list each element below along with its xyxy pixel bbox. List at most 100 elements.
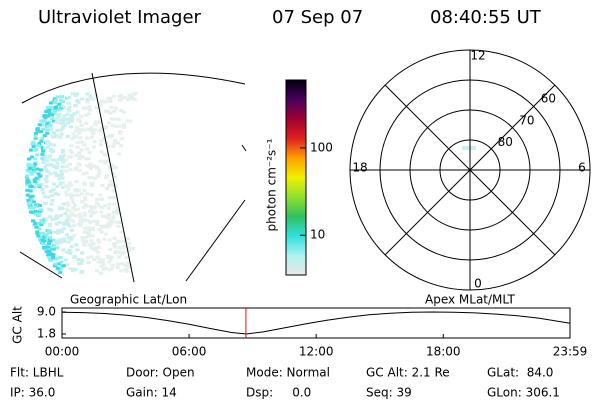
image-pixel: [110, 167, 115, 171]
image-pixel: [88, 162, 93, 166]
image-pixel: [50, 150, 55, 154]
image-pixel: [75, 145, 80, 149]
image-pixel: [84, 164, 89, 168]
image-pixel: [49, 194, 54, 198]
image-pixel: [73, 208, 78, 212]
image-pixel: [93, 123, 98, 127]
image-pixel: [36, 221, 41, 225]
image-pixel: [113, 139, 118, 143]
image-pixel: [58, 155, 63, 159]
image-pixel: [113, 250, 118, 254]
altitude-line: [61, 311, 571, 335]
image-pixel: [42, 119, 47, 123]
image-pixel: [55, 242, 60, 246]
image-pixel: [79, 123, 84, 127]
image-pixel: [87, 176, 92, 180]
image-pixel: [131, 247, 136, 251]
image-pixel: [83, 198, 88, 202]
image-pixel: [27, 202, 32, 206]
image-pixel: [39, 235, 44, 239]
image-pixel: [61, 264, 66, 268]
polar-hour-label: 0: [474, 277, 482, 291]
image-pixel: [40, 157, 45, 161]
image-pixel: [90, 130, 95, 134]
image-pixel: [61, 117, 66, 121]
image-pixel: [45, 124, 50, 128]
image-pixel: [74, 180, 79, 184]
image-pixel: [27, 162, 32, 166]
image-pixel: [71, 206, 76, 210]
image-pixel: [108, 248, 113, 252]
image-pixel: [111, 189, 116, 193]
image-pixel: [74, 125, 79, 129]
image-pixel: [82, 243, 87, 247]
image-pixel: [107, 260, 112, 264]
image-pixel: [118, 131, 123, 135]
image-pixel: [37, 183, 42, 187]
grid-line-image: [19, 251, 63, 279]
image-pixel: [49, 162, 54, 166]
image-pixel: [95, 219, 100, 223]
image-pixel: [80, 155, 85, 159]
image-pixel: [57, 102, 62, 106]
image-pixel: [67, 251, 72, 255]
image-pixel: [86, 157, 91, 161]
image-pixel: [102, 262, 107, 266]
image-pixel: [57, 268, 62, 272]
image-panel: [25, 92, 138, 275]
image-pixel: [32, 178, 37, 182]
image-pixel: [77, 120, 82, 124]
image-pixel: [49, 202, 54, 206]
image-pixel: [82, 181, 87, 185]
image-pixel: [36, 177, 41, 181]
image-pixel: [112, 94, 117, 98]
image-pixel: [71, 201, 76, 205]
image-pixel: [39, 223, 44, 227]
polar-hour-label: 6: [578, 161, 586, 175]
image-pixel: [58, 181, 63, 185]
image-pixel: [40, 123, 45, 127]
image-pixel: [61, 237, 66, 241]
polar-ring-label: 80: [498, 135, 513, 149]
image-pixel: [77, 262, 82, 266]
image-pixel: [102, 224, 107, 228]
image-pixel: [61, 248, 66, 252]
image-pixel: [91, 248, 96, 252]
status-field: Mode: Normal: [246, 366, 330, 380]
image-pixel: [77, 157, 82, 161]
image-pixel: [61, 181, 66, 185]
image-pixel: [90, 242, 95, 246]
image-pixel: [80, 236, 85, 240]
image-pixel: [127, 249, 132, 253]
image-pixel: [73, 129, 78, 133]
image-pixel: [103, 126, 108, 130]
image-pixel: [54, 117, 59, 121]
image-pixel: [78, 223, 83, 227]
date: 07 Sep 07: [272, 7, 363, 28]
image-pixel: [77, 212, 82, 216]
image-pixel: [78, 136, 83, 140]
image-pixel: [82, 211, 87, 215]
image-pixel: [46, 241, 51, 245]
image-pixel: [72, 112, 77, 116]
image-pixel: [45, 128, 50, 132]
image-pixel: [122, 110, 127, 114]
image-pixel: [86, 260, 91, 264]
image-pixel: [76, 140, 81, 144]
image-pixel: [92, 205, 97, 209]
image-pixel: [56, 192, 61, 196]
image-pixel: [83, 236, 88, 240]
image-pixel: [123, 268, 128, 272]
x-tick-label: 00:00: [45, 345, 80, 359]
image-pixel: [121, 123, 126, 127]
image-pixel: [120, 137, 125, 141]
image-pixel: [105, 159, 110, 163]
image-pixel: [111, 211, 116, 215]
image-pixel: [59, 260, 64, 264]
image-pixel: [48, 189, 53, 193]
image-pixel: [105, 187, 110, 191]
image-pixel: [82, 188, 87, 192]
image-pixel: [69, 218, 74, 222]
image-pixel: [52, 217, 57, 221]
image-pixel: [83, 106, 88, 110]
